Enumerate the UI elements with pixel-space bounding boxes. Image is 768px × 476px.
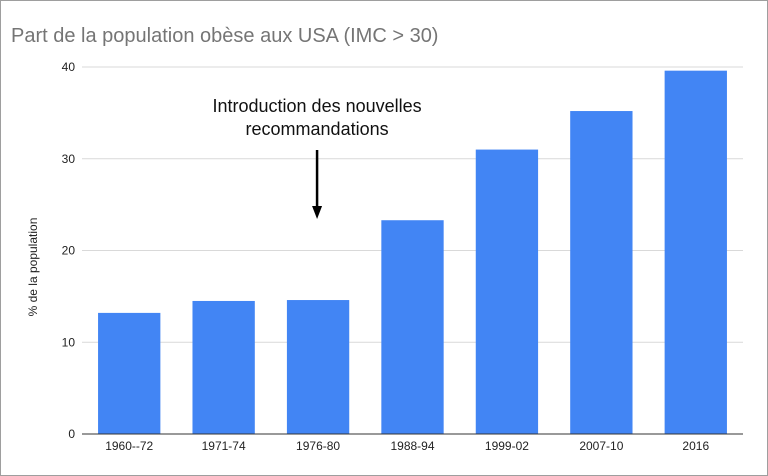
bar (664, 70, 727, 435)
x-tick-label: 1999-02 (485, 439, 529, 453)
bar (192, 300, 255, 434)
y-tick-label: 30 (62, 152, 76, 166)
y-tick-label: 40 (62, 60, 76, 74)
x-tick-labels: 1960--72 1971-74 1976-80 1988-94 1999-02 2007… (105, 439, 709, 453)
annotation-line-2: recommandations (246, 119, 389, 139)
chart-title: Part de la population obèse aux USA (IMC… (11, 25, 438, 47)
x-tick-label: 1960--72 (105, 439, 153, 453)
y-tick-label: 0 (68, 427, 75, 441)
x-tick-label: 1976-80 (296, 439, 340, 453)
y-tick-label: 20 (62, 244, 76, 258)
x-tick-label: 1971-74 (202, 439, 246, 453)
annotation: Introduction des nouvelles recommandatio… (213, 96, 422, 219)
bar (475, 149, 539, 434)
annotation-arrow-head (312, 206, 323, 219)
bars (98, 70, 727, 435)
x-tick-label: 2007-10 (579, 439, 623, 453)
y-axis-label: % de la population (26, 218, 40, 317)
annotation-line-1: Introduction des nouvelles (213, 96, 422, 116)
x-tick-label: 1988-94 (390, 439, 434, 453)
y-tick-label: 10 (62, 335, 76, 349)
bar (381, 220, 444, 434)
bar (98, 312, 161, 434)
x-tick-label: 2016 (682, 439, 709, 453)
bar (570, 111, 633, 434)
y-tick-labels: 0 10 20 30 40 (62, 60, 76, 441)
bar (286, 300, 350, 434)
